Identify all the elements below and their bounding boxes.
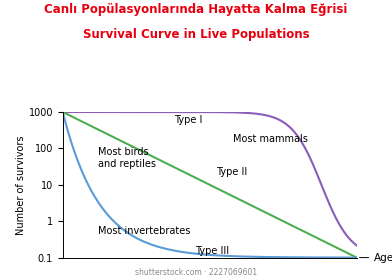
Text: Canlı Popülasyonlarında Hayatta Kalma Eğrisi: Canlı Popülasyonlarında Hayatta Kalma Eğ… [44, 3, 348, 16]
Text: Type I: Type I [174, 115, 203, 125]
Text: shutterstock.com · 2227069601: shutterstock.com · 2227069601 [135, 268, 257, 277]
Text: Type III: Type III [195, 246, 229, 256]
Text: Type II: Type II [216, 167, 247, 177]
Text: Most invertebrates: Most invertebrates [98, 226, 191, 236]
Text: Most mammals: Most mammals [233, 134, 308, 144]
Text: Survival Curve in Live Populations: Survival Curve in Live Populations [83, 28, 309, 41]
Y-axis label: Number of survivors: Number of survivors [16, 135, 26, 235]
Text: Most birds
and reptiles: Most birds and reptiles [98, 147, 156, 169]
Text: Age: Age [374, 253, 392, 263]
